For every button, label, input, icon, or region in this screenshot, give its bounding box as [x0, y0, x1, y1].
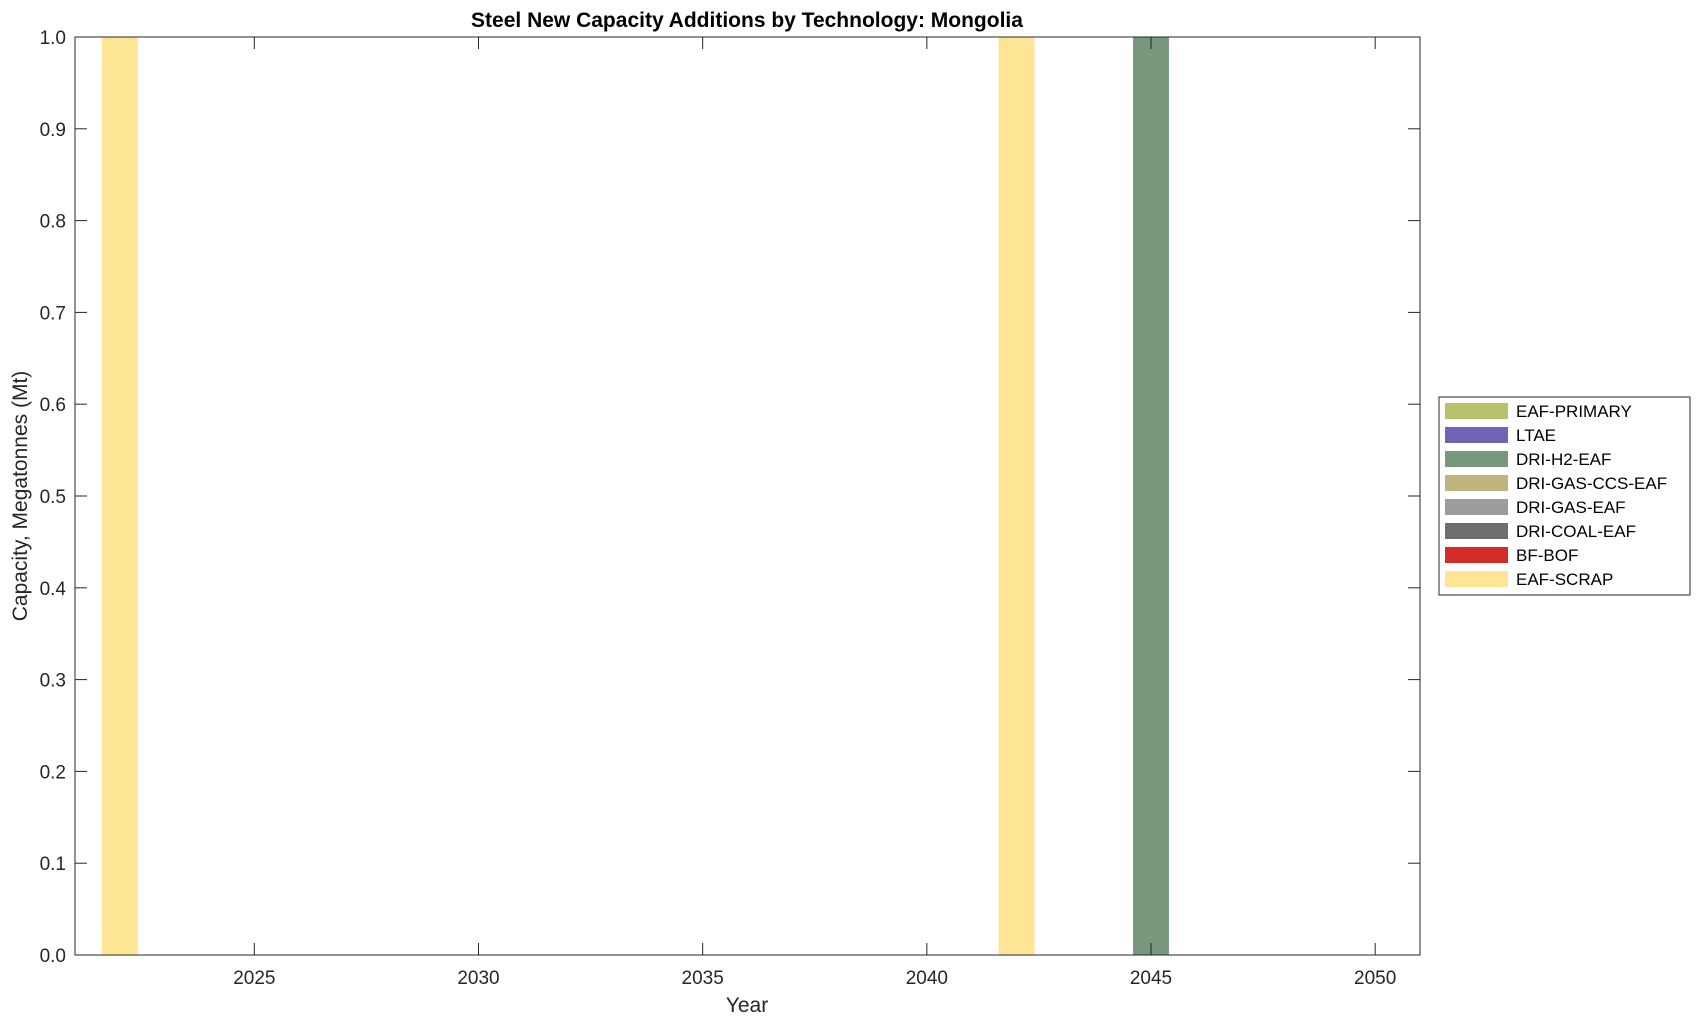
legend-label: DRI-COAL-EAF [1516, 522, 1636, 541]
y-tick-labels: 0.0 0.1 0.2 0.3 0.4 0.5 0.6 0.7 0.8 0.9 1.0 [40, 28, 67, 967]
y-tick-label: 0.5 [40, 487, 66, 508]
legend-box [1438, 396, 1691, 596]
legend-label: EAF-SCRAP [1516, 570, 1613, 589]
bar-eaf-scrap-2042 [998, 37, 1035, 955]
x-tick-label: 2040 [906, 968, 948, 989]
bar-dri-h2-eaf-2045 [1133, 37, 1169, 955]
legend-swatch [1445, 403, 1508, 419]
x-tick-label: 2030 [457, 968, 499, 989]
legend-item: EAF-SCRAP [1445, 570, 1613, 589]
bars-layer [101, 37, 1169, 955]
y-tick-label: 0.6 [40, 395, 66, 416]
legend-label: DRI-GAS-EAF [1516, 498, 1626, 517]
y-tick-label: 0.8 [40, 212, 66, 233]
y-tick-label: 0.2 [40, 762, 66, 783]
bar-eaf-scrap-2022 [101, 37, 138, 955]
chart-title: Steel New Capacity Additions by Technolo… [471, 9, 1023, 32]
legend-label: LTAE [1516, 426, 1556, 445]
plot-area [74, 36, 1421, 956]
legend-item: DRI-GAS-CCS-EAF [1445, 474, 1667, 493]
legend-swatch [1445, 571, 1508, 587]
x-tick-labels: 2025 2030 2035 2040 2045 2050 [233, 968, 1396, 989]
ticks-layer [75, 36, 1420, 956]
x-tick-label: 2045 [1130, 968, 1172, 989]
x-tick-label: 2035 [682, 968, 724, 989]
y-tick-label: 0.4 [40, 579, 67, 600]
legend-swatch [1445, 475, 1508, 491]
x-tick-label: 2050 [1354, 968, 1396, 989]
legend: EAF-PRIMARY LTAE DRI-H2-EAF DRI-GAS-CCS-EAF… [1438, 396, 1691, 596]
y-axis-label: Capacity, Megatonnes (Mt) [9, 371, 32, 622]
legend-item: LTAE [1445, 426, 1556, 445]
legend-swatch [1445, 523, 1508, 539]
y-tick-label: 0.1 [40, 854, 66, 875]
legend-item: DRI-COAL-EAF [1445, 522, 1636, 541]
legend-item: DRI-GAS-EAF [1445, 498, 1626, 517]
legend-item: DRI-H2-EAF [1445, 450, 1611, 469]
y-tick-label: 0.0 [40, 946, 66, 967]
legend-swatch [1445, 499, 1508, 515]
y-tick-label: 1.0 [40, 28, 66, 49]
y-tick-label: 0.9 [40, 120, 66, 141]
legend-label: DRI-H2-EAF [1516, 450, 1611, 469]
y-tick-label: 0.3 [40, 671, 66, 692]
legend-item: EAF-PRIMARY [1445, 402, 1632, 421]
legend-label: BF-BOF [1516, 546, 1578, 565]
x-axis-label: Year [726, 994, 768, 1017]
legend-swatch [1445, 427, 1508, 443]
legend-label: EAF-PRIMARY [1516, 402, 1632, 421]
y-tick-label: 0.7 [40, 303, 66, 324]
x-tick-label: 2025 [233, 968, 275, 989]
legend-label: DRI-GAS-CCS-EAF [1516, 474, 1667, 493]
legend-item: BF-BOF [1445, 546, 1578, 565]
legend-swatch [1445, 547, 1508, 563]
legend-swatch [1445, 451, 1508, 467]
